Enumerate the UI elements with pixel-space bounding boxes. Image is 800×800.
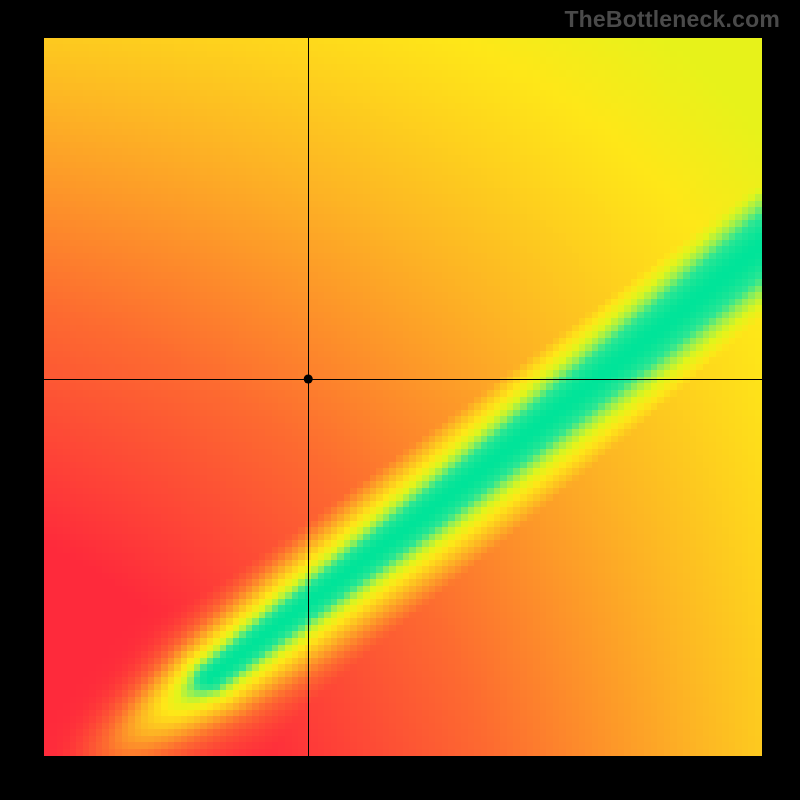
plot-area (44, 38, 762, 756)
bottleneck-heatmap (44, 38, 762, 756)
figure-container: TheBottleneck.com (0, 0, 800, 800)
watermark-text: TheBottleneck.com (564, 6, 780, 33)
